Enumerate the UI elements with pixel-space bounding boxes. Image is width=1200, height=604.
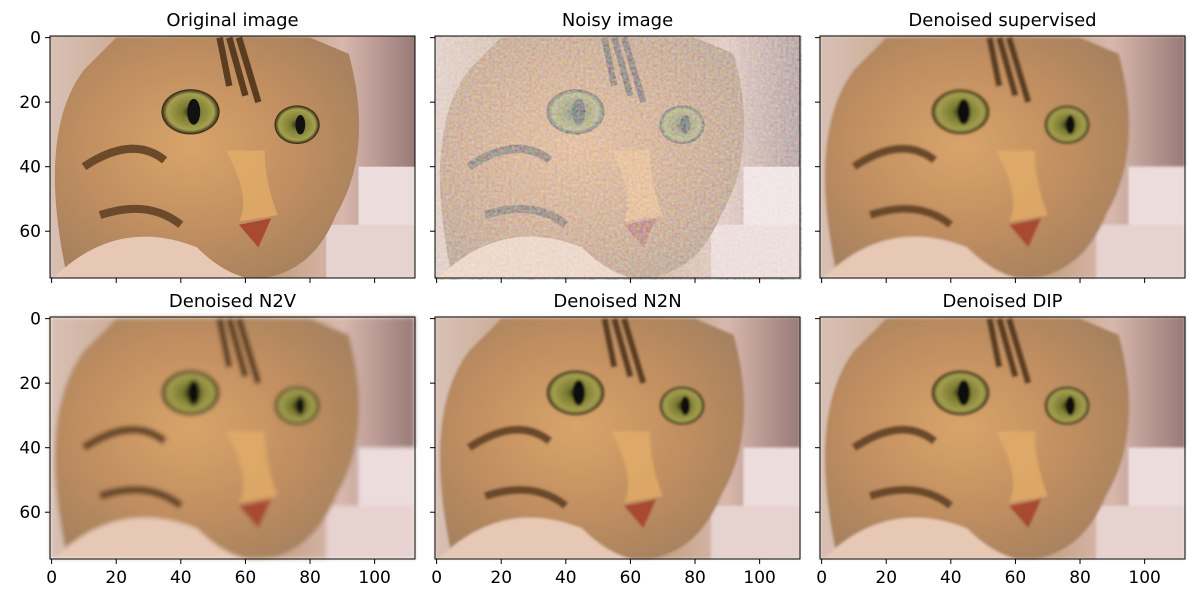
- image: [50, 317, 417, 561]
- axes-frame: [819, 35, 1186, 279]
- panel-title: Denoised supervised: [908, 10, 1096, 31]
- panel-title: Denoised DIP: [943, 291, 1063, 312]
- x-tick-label: 40: [170, 568, 192, 588]
- x-tick-label: 0: [816, 568, 827, 588]
- image: [435, 36, 802, 280]
- y-tick-label: 0: [30, 29, 41, 49]
- x-tick-label: 60: [1005, 568, 1027, 588]
- panel: Denoised N2N 0 20 40 60 80 100: [430, 291, 802, 588]
- panel-title: Original image: [166, 10, 298, 31]
- x-tick-label: 40: [940, 568, 962, 588]
- axes-frame: [819, 316, 1186, 560]
- image: [820, 317, 1187, 561]
- panel-title: Denoised N2V: [169, 291, 297, 312]
- y-tick-label: 40: [19, 158, 41, 178]
- panel-title: Noisy image: [562, 10, 673, 31]
- panel: Denoised supervised: [815, 10, 1187, 283]
- x-tick-label: 20: [490, 568, 512, 588]
- x-tick-label: 60: [620, 568, 642, 588]
- x-tick-label: 40: [555, 568, 577, 588]
- panel: Denoised N2V 0 20 40 60 80 100 0 20 40 60: [19, 291, 416, 588]
- x-tick-label: 100: [358, 568, 390, 588]
- x-tick-label: 100: [1128, 568, 1160, 588]
- y-tick-label: 60: [19, 503, 41, 523]
- x-tick-label: 20: [105, 568, 127, 588]
- x-tick-label: 80: [1069, 568, 1091, 588]
- y-tick-label: 60: [19, 222, 41, 242]
- axes-frame: [434, 35, 801, 279]
- panel: Original image 0 20 40 60: [19, 10, 416, 283]
- panel: Denoised DIP 0 20 40 60 80 100: [815, 291, 1187, 588]
- image: [50, 36, 417, 280]
- x-tick-label: 20: [875, 568, 897, 588]
- image: [435, 317, 802, 561]
- axes-frame: [49, 316, 416, 560]
- axes-frame: [49, 35, 416, 279]
- x-tick-label: 80: [299, 568, 321, 588]
- axes-frame: [434, 316, 801, 560]
- x-tick-label: 0: [46, 568, 57, 588]
- panel-title: Denoised N2N: [553, 291, 681, 312]
- x-tick-label: 100: [743, 568, 775, 588]
- x-tick-label: 60: [235, 568, 257, 588]
- image: [820, 36, 1187, 280]
- x-tick-label: 0: [431, 568, 442, 588]
- x-tick-label: 80: [684, 568, 706, 588]
- y-tick-label: 20: [19, 93, 41, 113]
- y-tick-label: 0: [30, 310, 41, 330]
- panel: Noisy image: [430, 10, 802, 283]
- y-tick-label: 20: [19, 374, 41, 394]
- y-tick-label: 40: [19, 439, 41, 459]
